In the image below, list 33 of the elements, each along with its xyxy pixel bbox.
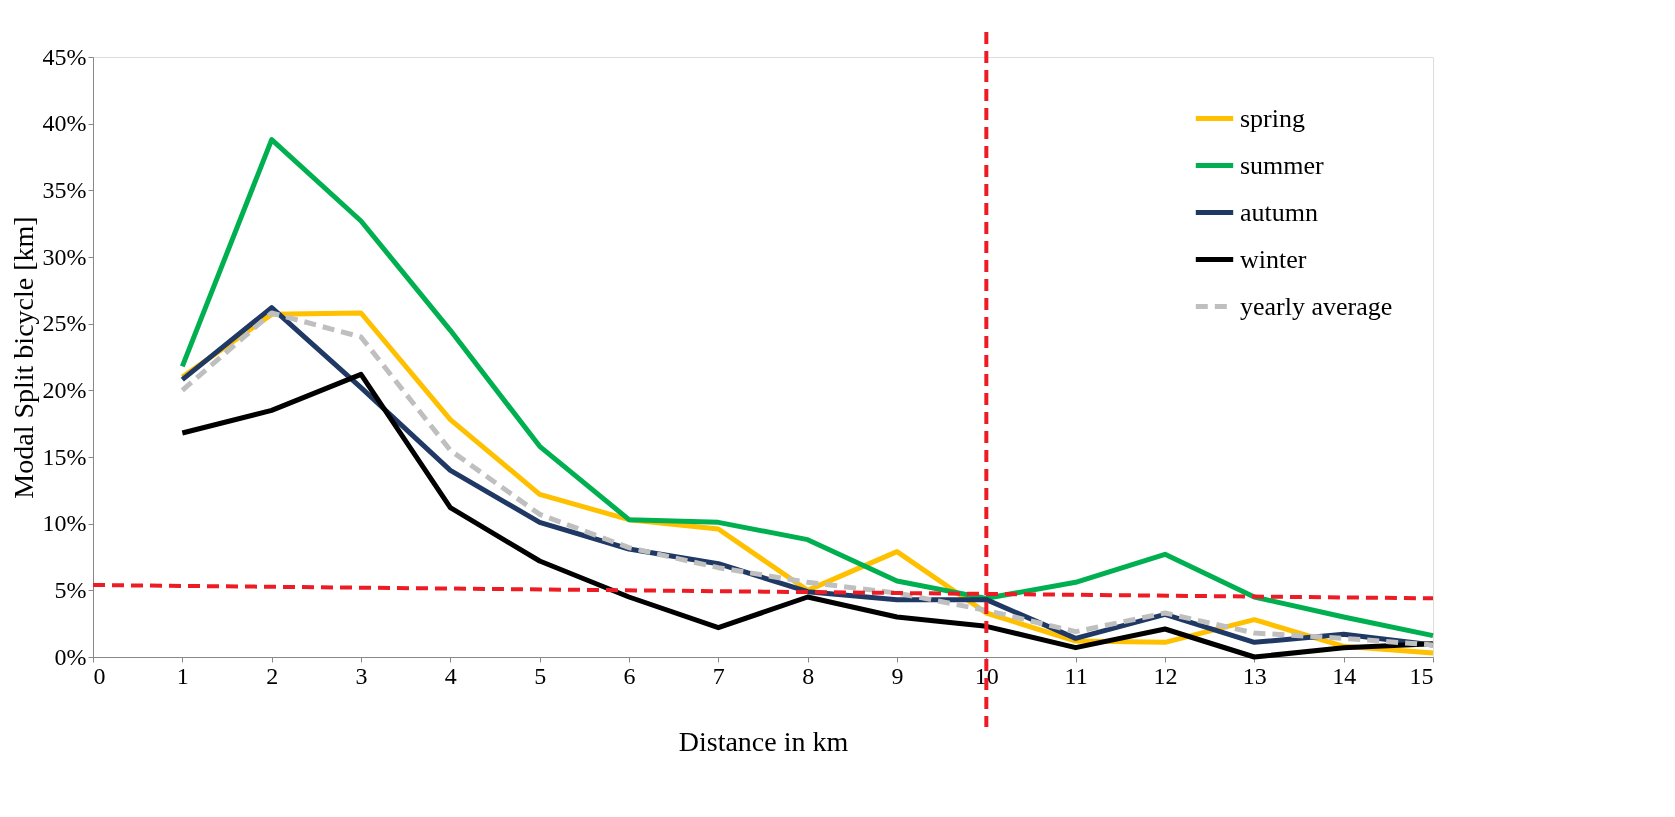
- x-tick-label: 10: [974, 662, 999, 689]
- x-tick-label: 9: [891, 662, 904, 689]
- legend-label: winter: [1240, 244, 1307, 274]
- x-tick-label: 0: [93, 662, 106, 689]
- y-tick-label: 45%: [42, 43, 87, 70]
- y-tick-label: 0%: [54, 643, 87, 670]
- x-tick-label: 14: [1332, 662, 1357, 689]
- x-tick-label: 15: [1409, 662, 1434, 689]
- y-axis-title: Modal Split bicycle [km]: [7, 216, 39, 499]
- y-tick-label: 15%: [42, 443, 87, 470]
- x-tick-label: 2: [266, 662, 279, 689]
- y-tick-label: 35%: [42, 176, 87, 203]
- x-tick-label: 1: [176, 662, 189, 689]
- y-tick-label: 25%: [42, 310, 87, 337]
- x-tick-label: 13: [1242, 662, 1267, 689]
- x-tick-label: 5: [534, 662, 547, 689]
- legend-label: yearly average: [1240, 291, 1393, 321]
- x-tick-label: 4: [444, 662, 457, 689]
- x-tick-label: 12: [1153, 662, 1178, 689]
- y-tick-label: 20%: [42, 376, 87, 403]
- x-tick-label: 3: [355, 662, 368, 689]
- x-tick-label: 6: [623, 662, 636, 689]
- x-tick-label: 8: [802, 662, 815, 689]
- y-tick-label: 10%: [42, 510, 87, 537]
- legend-label: summer: [1240, 150, 1325, 180]
- x-tick-label: 11: [1064, 662, 1088, 689]
- x-tick-label: 7: [712, 662, 725, 689]
- y-tick-label: 40%: [42, 110, 87, 137]
- y-tick-label: 5%: [54, 576, 87, 603]
- x-axis-title: Distance in km: [678, 725, 849, 757]
- y-tick-label: 30%: [42, 243, 87, 270]
- legend-label: autumn: [1240, 197, 1318, 227]
- legend-label: spring: [1240, 103, 1305, 133]
